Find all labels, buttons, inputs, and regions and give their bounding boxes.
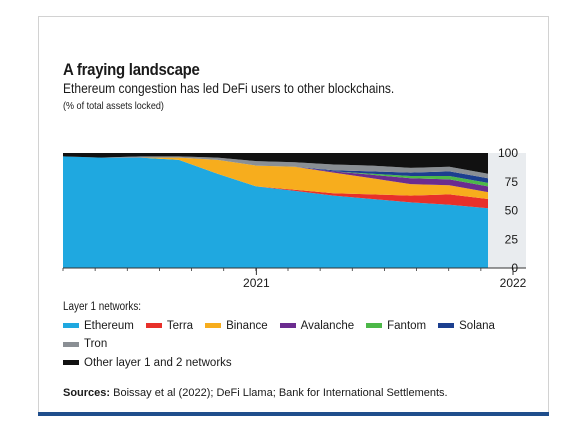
y-tick-label: 25 bbox=[505, 232, 519, 246]
legend-label: Terra bbox=[166, 319, 194, 332]
y-tick-label: 50 bbox=[505, 204, 519, 218]
bottom-rule bbox=[38, 412, 549, 416]
legend-item: Other layer 1 and 2 networks bbox=[63, 357, 232, 369]
area-series-binance bbox=[63, 156, 488, 199]
sources-text: Boissay et al (2022); DeFi Llama; Bank f… bbox=[113, 387, 448, 399]
legend-swatch bbox=[366, 323, 383, 328]
legend-item: Ethereum bbox=[63, 320, 134, 332]
legend-item: Fantom bbox=[366, 320, 426, 332]
x-tick-label: 2022 bbox=[500, 276, 527, 290]
sources-label: Sources: bbox=[63, 387, 111, 399]
legend-label: Avalanche bbox=[300, 319, 355, 332]
legend-swatch bbox=[279, 323, 296, 328]
legend-label: Binance bbox=[226, 319, 268, 332]
sources-line: Sources: Boissay et al (2022); DeFi Llam… bbox=[63, 387, 448, 399]
legend-label: Tron bbox=[84, 338, 108, 350]
y-tick-label: 75 bbox=[505, 175, 519, 189]
chart-subtitle: Ethereum congestion has led DeFi users t… bbox=[63, 80, 395, 96]
legend-item: Solana bbox=[438, 320, 495, 332]
area-series-other-layer-1-and-2-networks bbox=[63, 153, 488, 174]
legend-item: Terra bbox=[145, 319, 194, 332]
legend-item: Binance bbox=[205, 320, 268, 332]
legend-label: Other layer 1 and 2 networks bbox=[84, 356, 232, 369]
legend: Ethereum Terra Binance Avalanche Fantom Solan… bbox=[63, 319, 533, 375]
legend-item: Tron bbox=[63, 338, 107, 350]
legend-swatch bbox=[63, 323, 79, 328]
area-series-terra bbox=[63, 156, 488, 209]
y-axis-panel bbox=[488, 153, 526, 268]
y-tick-label: 100 bbox=[498, 146, 518, 160]
legend-swatch bbox=[438, 323, 455, 328]
legend-label: Ethereum bbox=[84, 319, 134, 332]
legend-label: Solana bbox=[459, 319, 495, 332]
legend-item: Avalanche bbox=[279, 319, 355, 332]
legend-swatch bbox=[145, 323, 162, 328]
legend-label: Fantom bbox=[387, 319, 427, 332]
chart-unit-note: (% of total assets locked) bbox=[63, 100, 164, 112]
legend-title: Layer 1 networks: bbox=[63, 301, 142, 313]
legend-swatch bbox=[63, 360, 79, 365]
legend-swatch bbox=[63, 341, 79, 347]
legend-swatch bbox=[205, 323, 222, 328]
y-tick-label: 0 bbox=[511, 261, 518, 275]
area-series-ethereum bbox=[63, 156, 488, 268]
chart-title: A fraying landscape bbox=[63, 60, 200, 79]
x-tick-label: 2021 bbox=[243, 276, 270, 290]
